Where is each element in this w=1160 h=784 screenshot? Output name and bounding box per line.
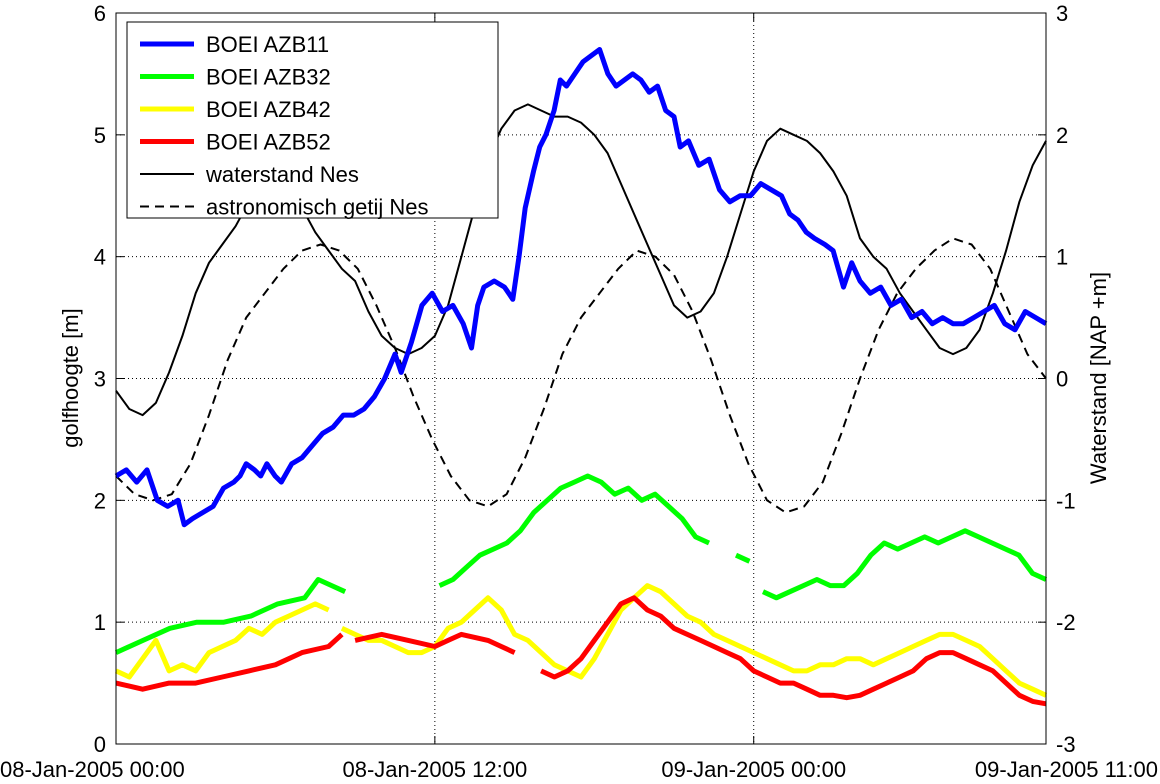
y-axis-label: golfhoogte [m] xyxy=(58,308,83,447)
series-line-boei-azb52 xyxy=(115,595,1047,707)
series-line-boei-azb42 xyxy=(114,583,1048,698)
legend: BOEI AZB11 BOEI AZB32 BOEI AZB42 BOEI AZB52… xyxy=(126,21,499,220)
y2-tick-label: -3 xyxy=(1056,732,1076,757)
x-tick-label: 08-Jan-2005 00:00 xyxy=(0,757,185,782)
legend-label: waterstand Nes xyxy=(205,162,359,187)
y2-tick-label: -2 xyxy=(1056,610,1076,635)
legend-label: BOEI AZB32 xyxy=(206,65,331,90)
x-tick-label: 09-Jan-2005 00:00 xyxy=(661,757,846,782)
right-axis: -3 -2 -1 0 1 2 3 xyxy=(1056,1,1076,757)
y-tick-label: 6 xyxy=(94,1,106,26)
series-line-boei-azb11 xyxy=(114,47,1048,528)
legend-label: astronomisch getij Nes xyxy=(206,195,429,220)
y2-tick-label: 1 xyxy=(1056,245,1068,270)
x-tick-label: 09-Jan-2005 11:00 xyxy=(975,757,1158,782)
y2-axis-label: Waterstand [NAP +m] xyxy=(1086,272,1111,484)
x-tick-label: 08-Jan-2005 12:00 xyxy=(343,757,528,782)
legend-label: BOEI AZB52 xyxy=(206,130,331,155)
y2-tick-label: 0 xyxy=(1056,367,1068,392)
y-tick-label: 5 xyxy=(94,123,106,148)
series-line-astronomisch-getij-nes xyxy=(115,237,1047,514)
y-tick-label: 2 xyxy=(94,488,106,513)
y2-tick-label: 2 xyxy=(1056,123,1068,148)
series-layer xyxy=(114,47,1048,707)
y2-tick-label: -1 xyxy=(1056,488,1076,513)
y2-tick-label: 3 xyxy=(1056,1,1068,26)
legend-label: BOEI AZB11 xyxy=(206,32,329,57)
y-tick-label: 0 xyxy=(94,732,106,757)
left-axis: 0 1 2 3 4 5 6 xyxy=(94,1,1046,757)
y-tick-label: 1 xyxy=(94,610,106,635)
y-tick-label: 4 xyxy=(94,245,106,270)
gridlines xyxy=(116,13,1046,744)
x-axis: 08-Jan-2005 00:00 08-Jan-2005 12:00 09-Jan… xyxy=(0,13,1158,782)
y-tick-label: 3 xyxy=(94,367,106,392)
series-line-boei-azb32 xyxy=(114,473,1048,655)
legend-label: BOEI AZB42 xyxy=(206,97,331,122)
legend-box xyxy=(126,21,499,219)
